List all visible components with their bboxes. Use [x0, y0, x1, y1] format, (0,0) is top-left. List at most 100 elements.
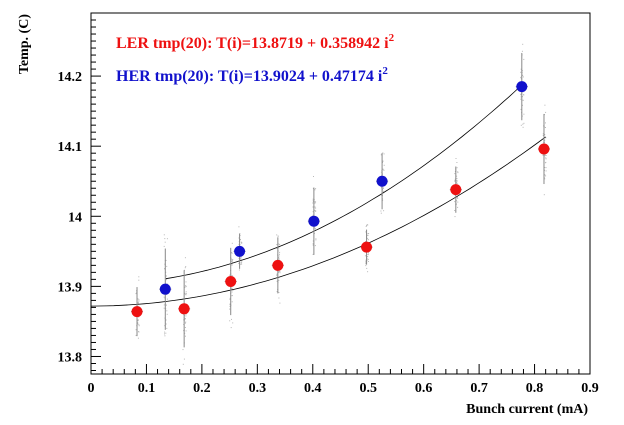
- data-point: [131, 306, 143, 318]
- scatter-dot: [454, 173, 456, 175]
- scatter-dot: [239, 264, 241, 265]
- scatter-dot: [185, 291, 187, 293]
- scatter-dot: [365, 263, 367, 265]
- data-point: [376, 175, 388, 187]
- data-point: [450, 184, 462, 196]
- y-axis-label: Temp. (C): [17, 14, 32, 74]
- scatter-dot: [545, 162, 546, 164]
- scatter-dot: [138, 276, 140, 278]
- scatter-dot: [279, 244, 281, 245]
- axis-tick-labels: 0 0.1 0.2 0.3 0.4 0.5 0.6 0.7 0.8 0.9 13.8 13.9 14 14…: [58, 70, 599, 396]
- scatter-dot: [454, 210, 456, 211]
- fit-equation-label: HER tmp(20): T(i)=13.9024 + 0.47174 i2: [116, 65, 388, 85]
- scatter-dot: [279, 272, 281, 274]
- scatter-dot: [231, 318, 232, 320]
- scatter-dot: [314, 202, 316, 204]
- scatter-dot: [185, 321, 187, 323]
- scatter-dot: [183, 358, 185, 360]
- scatter-dot: [523, 113, 525, 115]
- fit-legend: LER tmp(20): T(i)=13.8719 + 0.358942 i2 H…: [116, 32, 395, 85]
- scatter-dot: [166, 265, 168, 267]
- scatter-dot: [380, 194, 382, 196]
- scatter-dot: [521, 50, 523, 52]
- data-point: [272, 259, 284, 271]
- scatter-dot: [229, 297, 231, 299]
- scatter-dot: [365, 262, 367, 264]
- scatter-dot: [545, 127, 546, 128]
- scatter-dot: [184, 332, 186, 334]
- data-point: [178, 303, 190, 315]
- scatter-dot: [185, 294, 187, 296]
- scatter-dot: [164, 325, 166, 327]
- scatter-dot: [229, 304, 231, 306]
- fit-curve: [90, 136, 546, 307]
- scatter-dot: [184, 257, 186, 259]
- y-tick-label: 14: [68, 210, 82, 225]
- scatter-dot: [312, 243, 314, 245]
- scatter-dot: [457, 172, 459, 174]
- fit-equation-label: LER tmp(20): T(i)=13.8719 + 0.358942 i2: [116, 32, 395, 52]
- scatter-dot: [163, 234, 165, 236]
- scatter-dot: [165, 279, 167, 281]
- scatter-dot: [314, 206, 316, 208]
- scatter-dot: [314, 232, 315, 234]
- scatter-dot: [135, 329, 137, 331]
- data-point: [361, 241, 373, 253]
- scatter-dot: [520, 68, 522, 70]
- scatter-dot: [367, 233, 369, 235]
- scatter-dot: [544, 104, 546, 106]
- scatter-dot: [521, 70, 523, 72]
- scatter-dot: [241, 263, 243, 265]
- scatter-dot: [545, 122, 546, 124]
- scatter-dot: [185, 322, 186, 324]
- scatter-dot: [454, 179, 456, 181]
- x-tick-label: 0.9: [581, 381, 599, 396]
- scatter-dot: [380, 210, 382, 212]
- scatter-dot: [185, 286, 187, 288]
- scatter-dot: [522, 43, 524, 45]
- scatter-dot: [544, 154, 546, 156]
- scatter-dot: [383, 169, 385, 171]
- scatter-dot: [382, 187, 384, 189]
- y-tick-label: 13.9: [58, 280, 83, 295]
- scatter-dot: [456, 182, 458, 184]
- scatter-dot: [314, 209, 316, 211]
- scatter-dot: [164, 333, 165, 335]
- scatter-dot: [382, 188, 384, 189]
- scatter-dot: [239, 233, 241, 234]
- x-tick-label: 0.8: [526, 381, 544, 396]
- scatter-dot: [229, 303, 231, 305]
- scatter-dot: [382, 160, 384, 162]
- x-tick-label: 0.4: [304, 381, 322, 396]
- scatter-dot: [366, 267, 368, 269]
- scatter-dot: [138, 300, 140, 302]
- scatter-dot: [365, 241, 367, 242]
- data-points: [131, 52, 550, 348]
- scatter-dot: [231, 288, 233, 289]
- scatter-dot: [238, 269, 240, 271]
- scatter-dot: [138, 316, 140, 318]
- scatter-dot: [381, 186, 382, 188]
- scatter-dot: [315, 210, 317, 212]
- scatter-dot: [278, 297, 280, 299]
- scatter-dot: [520, 71, 522, 73]
- scatter-dot: [545, 155, 547, 156]
- scatter-dot: [544, 174, 546, 176]
- scatter-dot: [544, 141, 545, 143]
- scatter-dot: [456, 203, 457, 205]
- scatter-dot: [182, 363, 184, 365]
- scatter-dot: [135, 293, 137, 295]
- scatter-dot: [276, 291, 278, 293]
- scatter-dot: [138, 279, 140, 281]
- scatter-dot: [383, 210, 385, 212]
- scatter-dot: [166, 304, 167, 306]
- scatter-dot: [240, 262, 242, 264]
- scatter-dot: [238, 262, 240, 264]
- scatter-dot: [545, 167, 547, 169]
- scatter-dot: [163, 296, 165, 298]
- scatter-dot: [520, 108, 522, 110]
- scatter-dot: [544, 114, 545, 116]
- scatter-dot: [523, 122, 525, 124]
- scatter-dot: [184, 286, 186, 288]
